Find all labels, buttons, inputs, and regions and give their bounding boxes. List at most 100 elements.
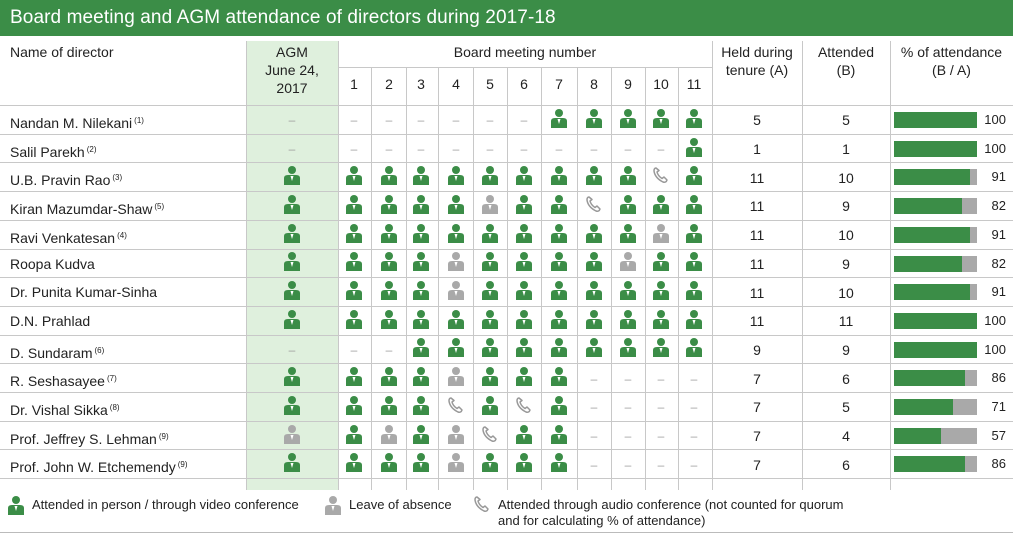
meeting-attendance-cell: – [578, 422, 610, 451]
attended-cell: 9 [802, 250, 890, 279]
legend-leave: Leave of absence [325, 496, 452, 519]
held-value: 11 [749, 255, 765, 272]
person-icon [413, 165, 429, 190]
meeting-attendance-cell: – [645, 364, 677, 393]
dash-mark: – [486, 113, 494, 128]
meeting-attendance-cell [405, 307, 437, 336]
meeting-attendance-cell [678, 278, 710, 307]
header-pct-line2: (B / A) [932, 62, 971, 78]
attendance-bar [894, 341, 977, 358]
meeting-attendance-cell [543, 450, 575, 479]
meeting-attendance-cell [645, 250, 677, 279]
row-divider [0, 421, 1013, 422]
dash-mark: – [288, 113, 296, 128]
meeting-attendance-cell [338, 393, 370, 422]
person-grey-icon [448, 424, 464, 449]
meeting-attendance-cell [645, 278, 677, 307]
meeting-attendance-cell [474, 364, 506, 393]
meeting-attendance-cell [474, 278, 506, 307]
agm-attendance-cell: – [246, 336, 338, 365]
attendance-bar-fill [894, 341, 977, 358]
meeting-attendance-cell [474, 163, 506, 192]
meeting-attendance-cell [612, 163, 644, 192]
meeting-attendance-cell [474, 192, 506, 221]
meeting-attendance-cell [508, 393, 540, 422]
meeting-number-11: 11 [686, 76, 702, 92]
phone-icon [653, 166, 669, 189]
director-name-text: D.N. Prahlad [10, 312, 91, 329]
person-icon [551, 251, 567, 276]
header-attended-line1: Attended [817, 44, 875, 60]
person-icon [551, 223, 567, 248]
attendance-bar-fill [894, 198, 963, 215]
meeting-attendance-cell [645, 307, 677, 336]
director-name: R. Seshasayee (7) [10, 364, 117, 396]
person-icon [381, 194, 397, 219]
meeting-attendance-cell [338, 422, 370, 451]
attendance-bar-fill [894, 427, 942, 444]
row-divider [0, 335, 1013, 336]
meeting-number-4: 4 [452, 76, 460, 92]
director-name: Prof. Jeffrey S. Lehman (9) [10, 422, 169, 454]
meeting-attendance-cell [645, 336, 677, 365]
header-percent-attendance: % of attendance (B / A) [890, 43, 1013, 79]
dash-mark: – [590, 371, 598, 386]
meeting-attendance-cell [405, 450, 437, 479]
held-cell: 11 [712, 192, 802, 221]
held-value: 11 [749, 169, 765, 186]
agm-attendance-cell [246, 192, 338, 221]
held-cell: 9 [712, 336, 802, 365]
meeting-attendance-cell [440, 192, 472, 221]
row-divider [0, 220, 1013, 221]
person-icon [551, 452, 567, 477]
dash-mark: – [590, 142, 598, 157]
person-icon [653, 337, 669, 362]
meeting-attendance-cell [543, 307, 575, 336]
person-icon [413, 337, 429, 362]
row-divider [0, 277, 1013, 278]
attendance-percent: 100 [984, 112, 1006, 127]
meeting-attendance-cell [508, 250, 540, 279]
dash-mark: – [657, 371, 665, 386]
attendance-bar-fill [894, 255, 963, 272]
meeting-attendance-cell [578, 336, 610, 365]
director-name-text: Ravi Venkatesan [10, 229, 116, 246]
person-icon [686, 223, 702, 248]
phone-icon [586, 195, 602, 218]
person-icon [284, 452, 300, 477]
agm-attendance-cell [246, 307, 338, 336]
attendance-bar-fill [894, 312, 977, 329]
dash-mark: – [350, 113, 358, 128]
meeting-attendance-cell [373, 393, 405, 422]
meeting-column-divider [611, 67, 612, 490]
person-icon [516, 337, 532, 362]
legend-audio: Attended through audio conference (not c… [474, 496, 843, 529]
person-grey-icon [448, 366, 464, 391]
meeting-attendance-cell [440, 364, 472, 393]
person-icon [551, 194, 567, 219]
meeting-attendance-cell [508, 192, 540, 221]
person-icon [284, 223, 300, 248]
person-icon [381, 223, 397, 248]
person-icon [346, 395, 362, 420]
person-icon [686, 194, 702, 219]
person-icon [686, 251, 702, 276]
header-held-line2: tenure (A) [725, 62, 789, 78]
meeting-attendance-cell [612, 250, 644, 279]
person-icon [620, 223, 636, 248]
meeting-attendance-cell [373, 250, 405, 279]
meeting-attendance-cell [373, 307, 405, 336]
board-header-divider [338, 67, 712, 68]
header-agm: AGM June 24, 2017 [246, 43, 338, 97]
meeting-attendance-cell [474, 450, 506, 479]
meeting-column-divider [678, 67, 679, 490]
meeting-attendance-cell: – [612, 393, 644, 422]
footnote-marker: (6) [94, 345, 105, 355]
meeting-attendance-cell [405, 336, 437, 365]
meeting-column-divider [371, 67, 372, 490]
person-icon [551, 366, 567, 391]
meeting-attendance-cell [338, 163, 370, 192]
attendance-bar-fill [894, 226, 970, 243]
director-name: D.N. Prahlad [10, 307, 90, 336]
header-agm-line1: AGM [276, 44, 308, 60]
